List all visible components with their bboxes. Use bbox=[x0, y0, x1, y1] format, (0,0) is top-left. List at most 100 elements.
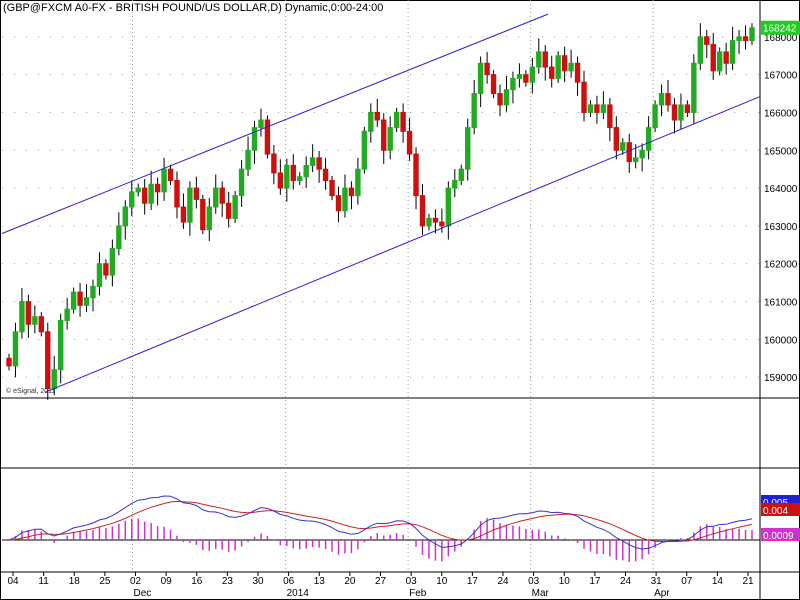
x-tick-label: 24 bbox=[620, 576, 632, 587]
grid-lines bbox=[2, 0, 760, 572]
candle-body bbox=[387, 127, 393, 151]
candle-body bbox=[665, 93, 671, 106]
last-price-label: 168242 bbox=[763, 24, 797, 35]
price-tick-label: 161000 bbox=[764, 298, 798, 309]
month-label: Mar bbox=[532, 588, 550, 599]
candle-body bbox=[251, 127, 258, 151]
candle-body bbox=[452, 180, 458, 189]
candle-body bbox=[678, 104, 684, 121]
candle-body bbox=[57, 319, 64, 371]
candle-body bbox=[697, 36, 704, 64]
candle-body bbox=[368, 111, 374, 132]
candle-body bbox=[568, 62, 574, 72]
month-label: Dec bbox=[134, 588, 152, 599]
x-tick-label: 09 bbox=[161, 576, 173, 587]
x-tick-label: 20 bbox=[344, 576, 356, 587]
x-tick-label: 03 bbox=[528, 576, 540, 587]
candle-body bbox=[122, 206, 128, 227]
candle-body bbox=[691, 62, 697, 113]
x-tick-label: 30 bbox=[252, 576, 264, 587]
candle-body bbox=[219, 187, 225, 204]
candle-body bbox=[206, 206, 212, 231]
price-tick-label: 163000 bbox=[764, 222, 798, 233]
x-tick-label: 17 bbox=[589, 576, 601, 587]
price-tick-label: 166000 bbox=[764, 108, 798, 119]
candle-body bbox=[426, 217, 432, 227]
esignal-credit: © eSignal, 2011 bbox=[6, 388, 56, 395]
signal-line bbox=[8, 500, 753, 543]
candle-body bbox=[626, 142, 632, 163]
month-label: Apr bbox=[654, 588, 670, 599]
x-tick-label: 27 bbox=[375, 576, 387, 587]
candle-body bbox=[309, 157, 316, 166]
candle-body bbox=[729, 40, 736, 64]
candle-body bbox=[749, 27, 755, 42]
month-label: 2014 bbox=[287, 588, 310, 599]
candle-body bbox=[742, 36, 749, 42]
candle-body bbox=[536, 51, 542, 68]
signal-value-tag-box bbox=[761, 503, 800, 516]
candle-body bbox=[213, 187, 219, 208]
candle-body bbox=[594, 104, 600, 113]
axes-labels: 159000 160000 161000 162000 163000 164000 1650… bbox=[7, 20, 800, 599]
candle-body bbox=[103, 263, 109, 276]
candle-body bbox=[51, 369, 57, 390]
candle-body bbox=[419, 195, 426, 227]
candle-body bbox=[180, 206, 187, 223]
x-tick-label: 02 bbox=[130, 576, 142, 587]
candle-body bbox=[167, 168, 174, 182]
channel-upper-line bbox=[1, 13, 549, 234]
price-tick-label: 168000 bbox=[764, 33, 798, 44]
candle-body bbox=[639, 149, 645, 159]
candle-body bbox=[225, 202, 232, 219]
candle-body bbox=[348, 187, 355, 197]
candle-body bbox=[32, 316, 38, 325]
candle-body bbox=[471, 93, 477, 129]
x-tick-label: 21 bbox=[742, 576, 754, 587]
candle-body bbox=[658, 93, 665, 106]
candle-body bbox=[316, 157, 322, 170]
candle-body bbox=[335, 195, 342, 212]
channel-lower-line bbox=[44, 96, 761, 393]
candle-body bbox=[90, 285, 96, 299]
x-tick-label: 06 bbox=[283, 576, 295, 587]
candle-body bbox=[12, 331, 19, 367]
candle-body bbox=[232, 195, 238, 219]
candle-body bbox=[542, 51, 548, 68]
x-tick-label: 23 bbox=[222, 576, 234, 587]
candle-body bbox=[652, 104, 658, 129]
candle-body bbox=[497, 93, 503, 106]
candle-body bbox=[561, 55, 568, 72]
candle-body bbox=[723, 51, 729, 64]
candle-body bbox=[445, 187, 452, 227]
x-tick-label: 07 bbox=[681, 576, 693, 587]
candle-body bbox=[129, 191, 135, 208]
candle-body bbox=[135, 187, 141, 193]
candle-body bbox=[154, 183, 161, 193]
candle-body bbox=[193, 187, 200, 200]
candle-body bbox=[290, 164, 296, 182]
candle-body bbox=[322, 168, 329, 182]
candle-body bbox=[297, 176, 303, 182]
candle-body bbox=[432, 217, 439, 223]
candle-body bbox=[148, 183, 154, 204]
candle-body bbox=[174, 180, 180, 208]
x-tick-label: 18 bbox=[69, 576, 81, 587]
candle-body bbox=[6, 357, 12, 367]
candle-body bbox=[19, 301, 25, 333]
candle-body bbox=[684, 104, 691, 113]
macd-line bbox=[8, 495, 753, 550]
candle-body bbox=[458, 168, 464, 182]
last-price-box bbox=[761, 20, 800, 35]
candle-body bbox=[633, 157, 639, 163]
candle-body bbox=[523, 74, 529, 83]
candle-body bbox=[264, 119, 271, 155]
price-tick-label: 167000 bbox=[764, 71, 798, 82]
candle-body bbox=[238, 168, 245, 197]
candle-body bbox=[710, 43, 716, 72]
candle-body bbox=[490, 74, 497, 95]
month-label: Feb bbox=[409, 588, 427, 599]
x-tick-label: 11 bbox=[38, 576, 49, 587]
